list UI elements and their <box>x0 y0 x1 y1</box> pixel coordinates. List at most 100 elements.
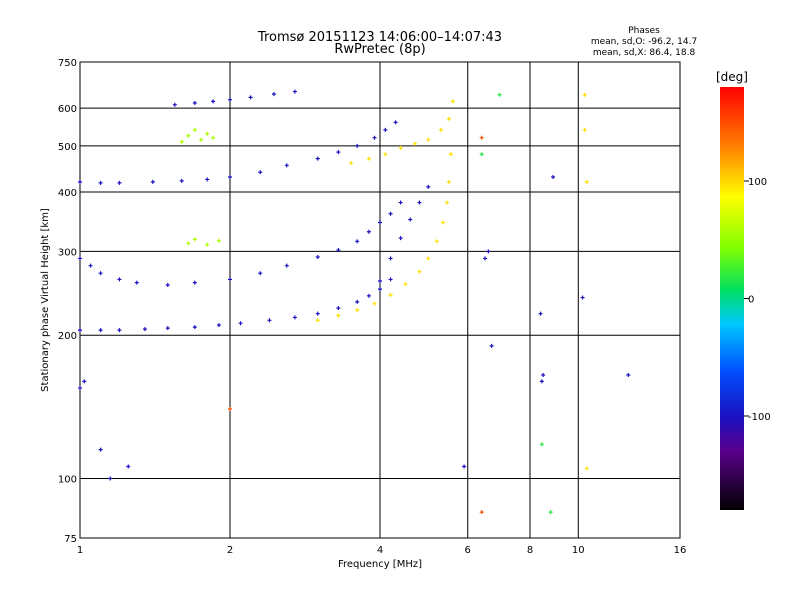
data-point <box>366 229 371 234</box>
colorbar-tick-label: 0 <box>748 295 754 306</box>
data-point <box>426 256 431 261</box>
data-point <box>228 174 232 179</box>
data-point <box>117 328 122 333</box>
data-point <box>582 92 587 97</box>
data-point <box>98 271 103 276</box>
y-tick-label: 500 <box>58 142 77 153</box>
data-point <box>284 163 289 168</box>
data-point <box>186 241 191 246</box>
y-tick-label: 600 <box>58 104 77 115</box>
data-point <box>486 249 491 254</box>
data-point <box>483 256 488 261</box>
data-point <box>117 277 122 282</box>
data-point <box>355 143 360 148</box>
data-point <box>165 326 170 331</box>
x-tick-label: 4 <box>377 545 383 556</box>
data-point <box>78 328 82 333</box>
data-point <box>383 127 388 132</box>
data-point <box>192 325 197 330</box>
data-point <box>388 256 393 261</box>
data-point <box>211 99 216 104</box>
data-point <box>192 280 197 285</box>
data-point <box>489 343 494 348</box>
data-point <box>408 217 413 222</box>
data-point <box>336 306 341 311</box>
data-point <box>355 307 360 312</box>
data-point <box>497 92 502 97</box>
legend-line-x: mean, sd,X: 86.4, 18.8 <box>593 48 696 58</box>
data-point <box>315 318 320 323</box>
data-point <box>539 442 544 447</box>
data-point <box>398 236 403 241</box>
data-point <box>372 301 377 306</box>
data-point <box>199 137 204 142</box>
data-point <box>267 318 272 323</box>
y-axis-label: Stationary phase Virtual Height [km] <box>40 208 51 392</box>
data-point <box>388 211 393 216</box>
data-point <box>150 179 155 184</box>
data-point <box>238 321 243 326</box>
data-point <box>426 184 431 189</box>
data-point <box>417 269 422 274</box>
data-point <box>349 161 354 166</box>
x-tick-label: 10 <box>572 545 585 556</box>
data-point <box>117 180 122 185</box>
data-point <box>479 510 484 515</box>
data-point <box>417 200 422 205</box>
data-point <box>88 263 93 268</box>
x-tick-label: 6 <box>465 545 471 556</box>
colorbar-tick-label: -100 <box>748 412 771 423</box>
data-point <box>315 255 320 260</box>
data-point <box>479 135 484 140</box>
data-point <box>372 135 377 140</box>
data-point <box>284 263 289 268</box>
data-point <box>446 116 451 121</box>
data-point <box>216 323 221 328</box>
y-tick-label: 300 <box>58 247 77 258</box>
data-points <box>78 89 631 515</box>
data-point <box>258 170 263 175</box>
x-tick-label: 16 <box>674 545 687 556</box>
data-point <box>584 179 589 184</box>
y-tick-label: 75 <box>64 534 77 545</box>
data-point <box>292 89 297 94</box>
data-point <box>393 120 398 125</box>
colorbar-tick-label: 100 <box>748 177 767 188</box>
data-point <box>108 476 113 481</box>
data-point <box>228 406 232 411</box>
data-point <box>142 327 147 332</box>
colorbar <box>720 87 744 510</box>
data-point <box>378 287 382 292</box>
data-point <box>440 220 445 225</box>
data-point <box>186 133 191 138</box>
data-point <box>98 447 103 452</box>
data-point <box>448 152 453 157</box>
data-point <box>355 239 360 244</box>
data-point <box>211 135 216 140</box>
colorbar-label: [deg] <box>716 70 748 84</box>
colorbar-ticks: 100 0 -100 <box>744 177 771 423</box>
data-point <box>336 313 341 318</box>
x-tick-label: 2 <box>227 545 233 556</box>
data-point <box>438 127 443 132</box>
data-point <box>366 156 371 161</box>
data-point <box>412 141 417 146</box>
data-point <box>205 177 210 182</box>
data-point <box>551 174 556 179</box>
grid-lines <box>80 62 680 538</box>
data-point <box>378 220 382 225</box>
data-point <box>192 101 197 106</box>
data-point <box>165 283 170 288</box>
data-point <box>292 315 297 320</box>
data-point <box>626 373 631 378</box>
data-point <box>179 139 184 144</box>
y-tick-label: 100 <box>58 475 77 486</box>
data-point <box>78 385 82 390</box>
data-point <box>479 152 484 157</box>
data-point <box>179 178 184 183</box>
x-axis-ticks: 1 2 4 6 8 10 16 <box>77 545 687 556</box>
data-point <box>444 200 449 205</box>
data-point <box>383 152 388 157</box>
data-point <box>355 299 360 304</box>
data-point <box>78 256 82 261</box>
